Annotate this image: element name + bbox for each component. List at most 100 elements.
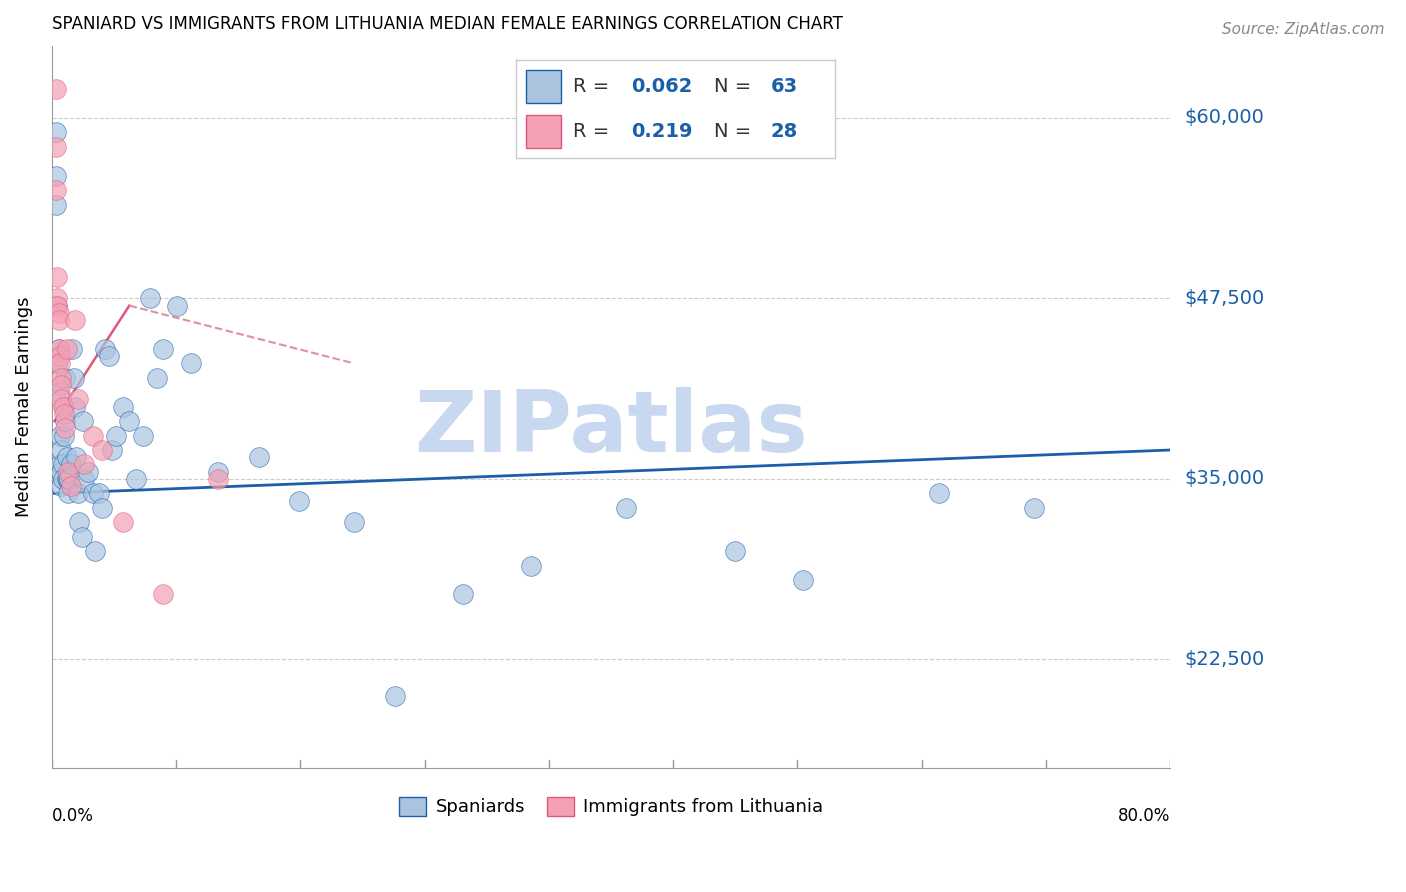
Point — [70, 530, 93, 544]
Point — [51, 378, 73, 392]
Text: 0.0%: 0.0% — [52, 807, 94, 825]
Point — [45, 125, 67, 139]
Point — [724, 544, 747, 558]
Point — [180, 356, 202, 370]
Point — [48, 342, 70, 356]
Point — [82, 486, 104, 500]
Point — [48, 385, 70, 400]
Legend: Spaniards, Immigrants from Lithuania: Spaniards, Immigrants from Lithuania — [392, 790, 830, 823]
Text: SPANIARD VS IMMIGRANTS FROM LITHUANIA MEDIAN FEMALE EARNINGS CORRELATION CHART: SPANIARD VS IMMIGRANTS FROM LITHUANIA ME… — [52, 15, 842, 33]
Point — [247, 450, 270, 465]
Point — [145, 371, 167, 385]
Point — [63, 313, 86, 327]
Point — [56, 472, 79, 486]
Point — [46, 299, 69, 313]
Point — [111, 515, 134, 529]
Point — [66, 392, 89, 407]
Point — [51, 371, 73, 385]
Point — [48, 313, 70, 327]
Point — [46, 299, 69, 313]
Point — [94, 342, 117, 356]
Point — [51, 442, 73, 457]
Point — [343, 515, 366, 529]
Point — [77, 465, 100, 479]
Text: $22,500: $22,500 — [1184, 650, 1264, 669]
Point — [152, 342, 174, 356]
Point — [384, 689, 406, 703]
Point — [91, 500, 114, 515]
Point — [614, 500, 637, 515]
Point — [51, 465, 73, 479]
Point — [46, 356, 69, 370]
Point — [132, 428, 155, 442]
Point — [125, 472, 148, 486]
Point — [152, 587, 174, 601]
Point — [53, 428, 76, 442]
Point — [207, 472, 229, 486]
Point — [59, 479, 82, 493]
Point — [52, 400, 75, 414]
Point — [928, 486, 950, 500]
Point — [104, 428, 127, 442]
Point — [82, 428, 104, 442]
Point — [73, 472, 96, 486]
Point — [58, 472, 80, 486]
Text: 80.0%: 80.0% — [1118, 807, 1170, 825]
Point — [63, 400, 86, 414]
Point — [48, 342, 70, 356]
Point — [49, 428, 72, 442]
Point — [49, 356, 72, 370]
Text: Source: ZipAtlas.com: Source: ZipAtlas.com — [1222, 22, 1385, 37]
Point — [46, 269, 69, 284]
Point — [84, 544, 107, 558]
Point — [111, 400, 134, 414]
Point — [118, 414, 141, 428]
Point — [56, 486, 79, 500]
Point — [451, 587, 474, 601]
Point — [91, 442, 114, 457]
Point — [519, 558, 541, 573]
Point — [51, 479, 73, 493]
Point — [53, 414, 76, 428]
Point — [45, 140, 67, 154]
Point — [89, 486, 111, 500]
Point — [55, 342, 77, 356]
Point — [45, 169, 67, 183]
Point — [55, 450, 77, 465]
Point — [49, 458, 72, 472]
Point — [59, 458, 82, 472]
Text: ZIPatlas: ZIPatlas — [415, 387, 808, 470]
Point — [49, 349, 72, 363]
Point — [65, 450, 87, 465]
Point — [67, 515, 90, 529]
Point — [53, 421, 76, 435]
Point — [166, 299, 188, 313]
Point — [100, 442, 122, 457]
Point — [56, 465, 79, 479]
Y-axis label: Median Female Earnings: Median Female Earnings — [15, 296, 32, 517]
Point — [45, 197, 67, 211]
Point — [60, 342, 83, 356]
Point — [73, 458, 96, 472]
Point — [97, 349, 120, 363]
Point — [66, 486, 89, 500]
Text: $60,000: $60,000 — [1184, 108, 1264, 128]
Point — [72, 414, 94, 428]
Point — [792, 573, 814, 587]
Point — [48, 306, 70, 320]
Text: $35,000: $35,000 — [1184, 469, 1264, 489]
Point — [55, 472, 77, 486]
Point — [45, 183, 67, 197]
Point — [138, 292, 160, 306]
Point — [207, 465, 229, 479]
Point — [46, 292, 69, 306]
Point — [53, 400, 76, 414]
Point — [52, 472, 75, 486]
Text: $47,500: $47,500 — [1184, 289, 1264, 308]
Point — [62, 371, 84, 385]
Point — [1024, 500, 1046, 515]
Point — [53, 371, 76, 385]
Point — [45, 82, 67, 96]
Point — [288, 493, 311, 508]
Point — [52, 458, 75, 472]
